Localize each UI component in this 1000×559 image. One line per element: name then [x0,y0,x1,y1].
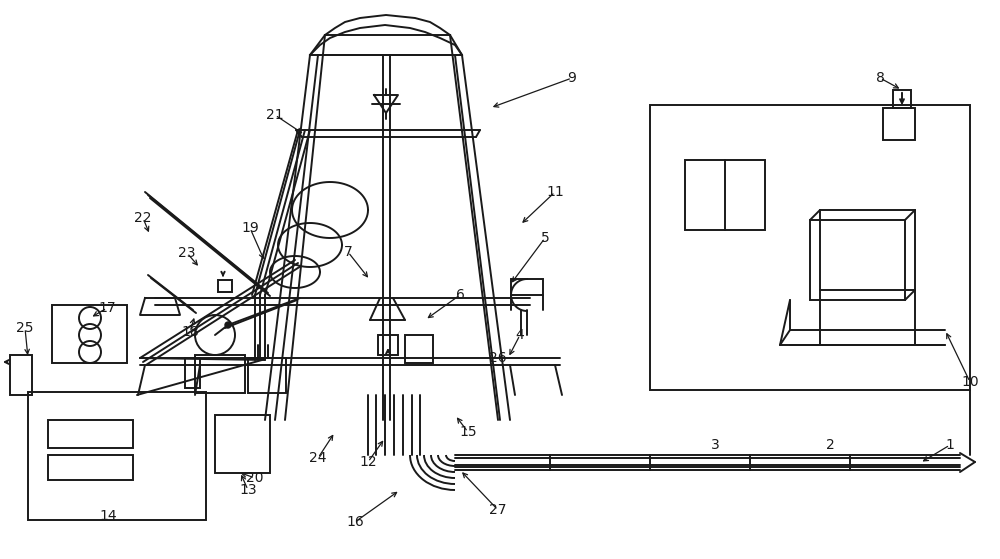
Bar [650,105,970,390]
Text: 11: 11 [546,185,564,199]
Text: 24: 24 [309,451,327,465]
Text: 23: 23 [178,246,196,260]
Bar [810,220,905,300]
Text: 20: 20 [246,471,264,485]
Bar [685,160,765,230]
Text: 12: 12 [359,455,377,469]
Bar [48,455,133,480]
Text: 3: 3 [711,438,719,452]
Bar [820,210,915,290]
Bar [378,335,398,355]
Bar [185,358,200,388]
Bar [405,335,433,363]
Text: 21: 21 [266,108,284,122]
Bar [48,420,133,448]
Bar [215,415,270,473]
Text: 7: 7 [344,245,352,259]
Text: 19: 19 [241,221,259,235]
Bar [195,355,245,393]
Text: 8: 8 [876,71,884,85]
Text: 9: 9 [568,71,576,85]
Text: 27: 27 [489,503,507,517]
Text: 18: 18 [181,325,199,339]
Bar [218,280,232,292]
Text: 25: 25 [16,321,34,335]
Bar [893,90,911,108]
Text: 13: 13 [239,483,257,497]
Text: 17: 17 [98,301,116,315]
Bar [10,355,32,395]
Bar [511,279,543,295]
Text: 22: 22 [134,211,152,225]
Bar [883,108,915,140]
Text: 6: 6 [456,288,464,302]
Text: 10: 10 [961,375,979,389]
Text: 14: 14 [99,509,117,523]
Text: 26: 26 [489,351,507,365]
Text: 4: 4 [516,328,524,342]
Text: 5: 5 [541,231,549,245]
Circle shape [225,322,231,328]
Text: 15: 15 [459,425,477,439]
Text: 1: 1 [946,438,954,452]
Text: 16: 16 [346,515,364,529]
Text: 2: 2 [826,438,834,452]
Bar [28,392,206,520]
Bar [248,358,286,393]
Bar [52,305,127,363]
